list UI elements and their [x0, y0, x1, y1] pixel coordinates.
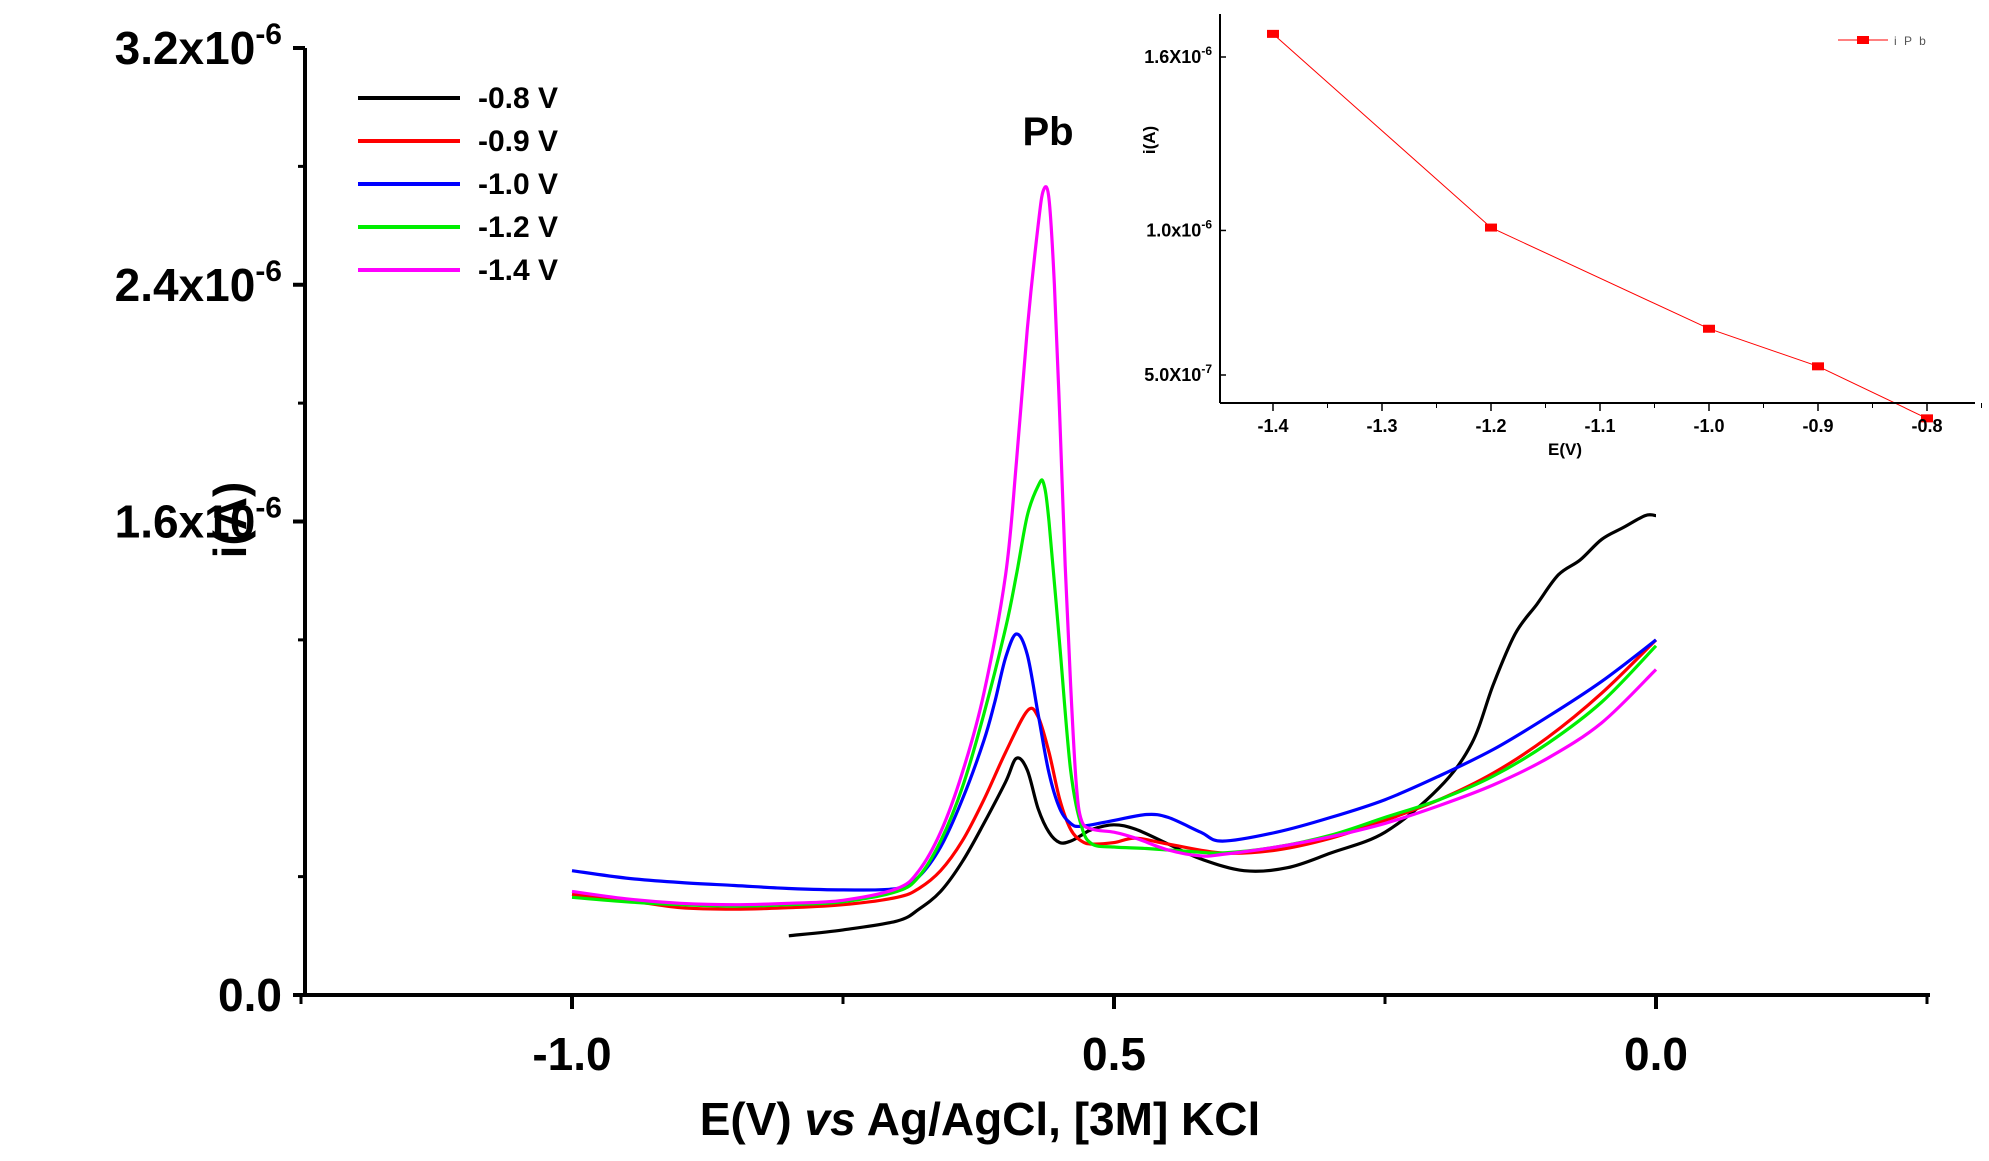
main-x-ticks: -1.0 0.5 0.0: [299, 995, 1929, 1080]
x-tick-label: -1.0: [532, 1028, 611, 1080]
inset-legend-label: i P b: [1894, 34, 1928, 48]
main-curves: [571, 185, 1658, 938]
x-label-part-3: Ag/AgCl, [3M] KCl: [856, 1093, 1261, 1145]
inset-legend: i P b: [1838, 34, 1928, 48]
main-x-axis-label: E(V) vs Ag/AgCl, [3M] KCl: [700, 1093, 1261, 1145]
inset-data-point: [1921, 414, 1933, 423]
inset-y-tick-label: 1.0x10-6: [1146, 217, 1212, 240]
inset-y-tick-label: 5.0X10-7: [1144, 362, 1212, 385]
inset-x-tick-label: -0.9: [1802, 416, 1833, 436]
inset-data-point: [1485, 223, 1497, 232]
inset-x-ticks: -1.4 -1.3 -1.2 -1.1 -1.0 -0.9 -0.8: [1257, 403, 1982, 436]
pb-peak-annotation: Pb: [1022, 110, 1073, 154]
y-tick-label: 1.6x10-6: [115, 492, 282, 548]
y-tick-label: 3.2x10-6: [115, 18, 282, 74]
series-line-1-2-v: [571, 478, 1658, 908]
inset-legend-marker: [1857, 36, 1869, 44]
legend-label-0-8-v: -0.8 V: [478, 82, 558, 115]
series-line-1-4-v: [571, 185, 1658, 907]
x-tick-label: 0.5: [1082, 1028, 1146, 1080]
inset-x-tick-label: -1.4: [1257, 416, 1288, 436]
main-legend: -0.8 V -0.9 V -1.0 V -1.2 V -1.4 V: [358, 82, 558, 287]
main-chart: 0.0 1.6x10-6 2.4x10-6 3.2x10-6 -1.0 0.5 0.0 i…: [115, 18, 1930, 1145]
series-line-1-0-v: [571, 632, 1657, 892]
main-y-axis-label: i(A): [204, 482, 256, 559]
inset-y-ticks: 5.0X10-7 1.0x10-6 1.6X10-6: [1144, 44, 1226, 385]
inset-chart: 5.0X10-71.0x10-61.6X10-6 -1.4 -1.3 -1.2 -1.…: [1140, 14, 1982, 459]
x-label-part-1: E(V): [700, 1093, 805, 1145]
inset-y-tick-label: 1.6X10-6: [1144, 44, 1212, 67]
x-label-part-2: vs: [805, 1093, 856, 1145]
series-line-0-8-v: [788, 513, 1657, 938]
legend-label-1-4-v: -1.4 V: [478, 254, 558, 287]
inset-x-tick-label: -1.0: [1693, 416, 1724, 436]
x-tick-label: 0.0: [1624, 1028, 1688, 1080]
y-tick-label: 2.4x10-6: [115, 255, 282, 311]
legend-label-0-9-v: -0.9 V: [478, 125, 558, 158]
y-tick-label: 0.0: [218, 969, 282, 1021]
inset-x-tick-label: -1.2: [1475, 416, 1506, 436]
series-line-0-9-v: [571, 638, 1658, 911]
inset-data-point: [1812, 362, 1824, 371]
inset-x-tick-label: -0.8: [1911, 416, 1942, 436]
legend-label-1-0-v: -1.0 V: [478, 168, 558, 201]
inset-y-axis-label: i(A): [1140, 126, 1159, 154]
inset-x-tick-label: -1.1: [1584, 416, 1615, 436]
main-y-ticks: 0.0 1.6x10-6 2.4x10-6 3.2x10-6: [115, 18, 305, 1021]
inset-curves: [1267, 29, 1933, 423]
legend-label-1-2-v: -1.2 V: [478, 211, 558, 244]
inset-data-point: [1267, 29, 1279, 38]
inset-data-point: [1703, 324, 1715, 333]
inset-x-axis-label: E(V): [1548, 440, 1582, 459]
inset-x-tick-label: -1.3: [1366, 416, 1397, 436]
